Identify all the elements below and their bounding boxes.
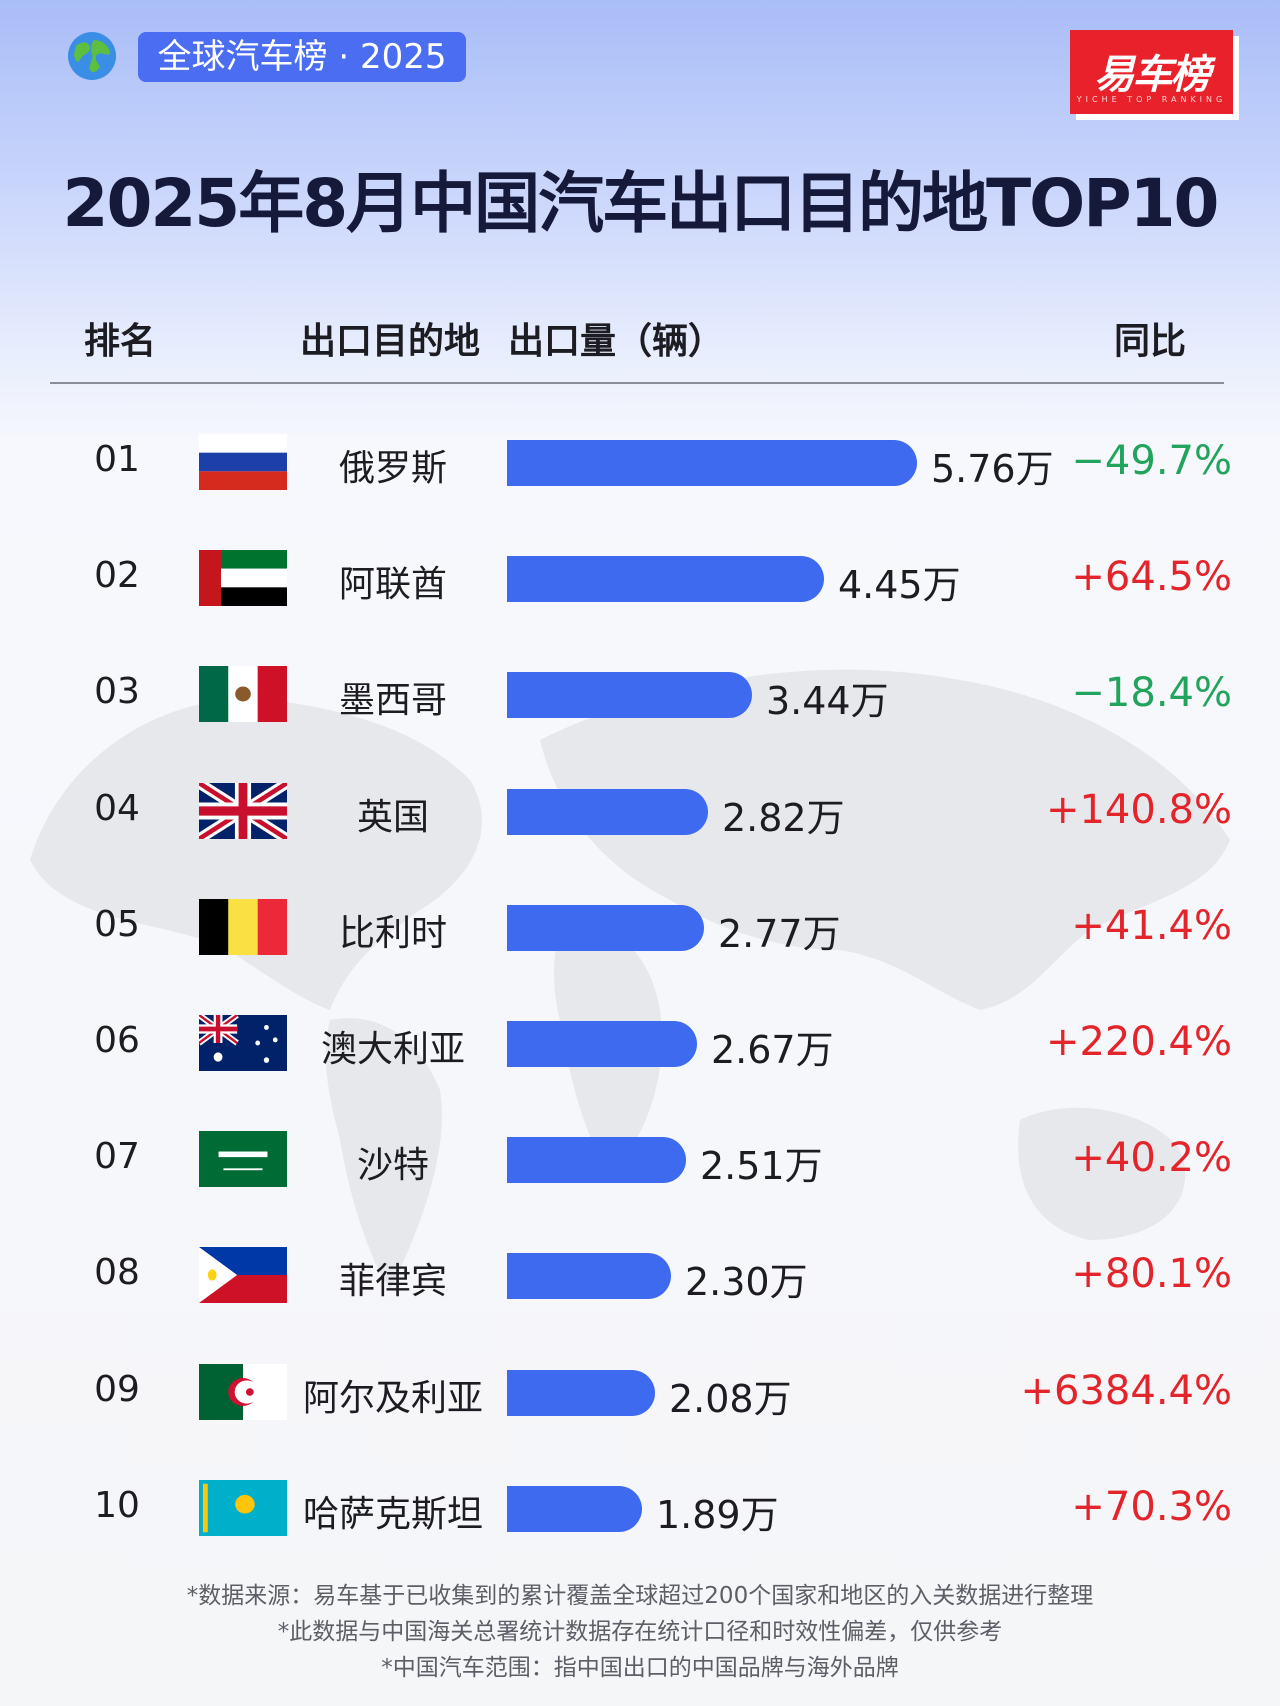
yoy-change: +41.4% bbox=[1071, 903, 1232, 949]
footnote-scope: *中国汽车范围：指中国出口的中国品牌与海外品牌 bbox=[381, 1655, 899, 1681]
volume-label: 2.30万 bbox=[685, 1260, 808, 1304]
volume-label: 1.89万 bbox=[656, 1493, 779, 1537]
country-name: 阿尔及利亚 bbox=[302, 1378, 483, 1419]
volume-bar bbox=[507, 1137, 686, 1183]
uae-flag-icon bbox=[199, 550, 287, 606]
volume-bar bbox=[507, 1486, 642, 1532]
yoy-change: −18.4% bbox=[1071, 670, 1232, 716]
country-name: 俄罗斯 bbox=[338, 448, 447, 489]
country-name: 比利时 bbox=[338, 913, 447, 954]
australia-flag-icon bbox=[197, 1012, 287, 1071]
yoy-change: +140.8% bbox=[1045, 787, 1232, 833]
footnote-source: *数据来源：易车基于已收集到的累计覆盖全球超过200个国家和地区的入关数据进行整… bbox=[186, 1583, 1094, 1609]
volume-label: 2.77万 bbox=[718, 912, 841, 956]
page-title: 2025年8月中国汽车出口目的地TOP10 bbox=[62, 165, 1220, 242]
volume-label: 2.82万 bbox=[722, 796, 845, 840]
rank-number: 03 bbox=[94, 671, 140, 712]
volume-label: 3.44万 bbox=[766, 679, 889, 723]
yoy-change: +64.5% bbox=[1071, 554, 1232, 600]
rank-number: 09 bbox=[94, 1369, 140, 1410]
rank-number: 06 bbox=[94, 1020, 140, 1061]
volume-bar bbox=[507, 1021, 697, 1067]
logo-text: 易车榜 bbox=[1094, 52, 1211, 98]
volume-bar bbox=[507, 440, 917, 486]
category-tag: 全球汽车榜 · 2025 bbox=[138, 32, 466, 82]
country-name: 英国 bbox=[356, 797, 429, 838]
philippines-flag-icon bbox=[199, 1247, 287, 1303]
yoy-change: +80.1% bbox=[1071, 1251, 1232, 1297]
yoy-change: +220.4% bbox=[1045, 1019, 1232, 1065]
yoy-change: +6384.4% bbox=[1020, 1368, 1232, 1414]
rank-number: 01 bbox=[94, 439, 140, 480]
volume-label: 5.76万 bbox=[931, 447, 1054, 491]
volume-label: 2.51万 bbox=[700, 1144, 823, 1188]
column-header-rank: 排名 bbox=[84, 321, 157, 362]
brand-logo: 易车榜 YICHE TOP RANKING bbox=[1070, 30, 1233, 114]
country-name: 沙特 bbox=[356, 1145, 429, 1186]
volume-bar bbox=[507, 905, 704, 951]
rank-number: 10 bbox=[94, 1485, 140, 1526]
column-header-destination: 出口目的地 bbox=[300, 321, 481, 362]
kazakhstan-flag-icon bbox=[199, 1480, 287, 1536]
russia-flag-icon bbox=[199, 434, 287, 490]
volume-label: 2.08万 bbox=[669, 1377, 792, 1421]
rank-number: 02 bbox=[94, 555, 140, 596]
globe-icon bbox=[68, 32, 116, 80]
rank-number: 04 bbox=[94, 788, 140, 829]
rank-number: 07 bbox=[94, 1136, 140, 1177]
yoy-change: +40.2% bbox=[1071, 1135, 1232, 1181]
logo-subtext: YICHE TOP RANKING bbox=[1076, 95, 1227, 104]
algeria-flag-icon bbox=[199, 1364, 287, 1420]
yoy-change: +70.3% bbox=[1071, 1484, 1232, 1530]
belgium-flag-icon bbox=[199, 899, 287, 955]
rank-number: 05 bbox=[94, 904, 140, 945]
country-name: 哈萨克斯坦 bbox=[302, 1494, 483, 1535]
volume-bar bbox=[507, 1253, 671, 1299]
column-header-volume: 出口量（辆） bbox=[508, 321, 725, 362]
country-name: 菲律宾 bbox=[338, 1261, 447, 1302]
volume-bar bbox=[507, 1370, 655, 1416]
volume-bar bbox=[507, 672, 752, 718]
mexico-flag-icon bbox=[199, 666, 287, 722]
volume-label: 2.67万 bbox=[711, 1028, 834, 1072]
volume-label: 4.45万 bbox=[838, 563, 961, 607]
yoy-change: −49.7% bbox=[1071, 438, 1232, 484]
country-name: 墨西哥 bbox=[338, 680, 447, 721]
saudi-flag-icon bbox=[199, 1131, 287, 1187]
volume-bar bbox=[507, 789, 708, 835]
header-divider bbox=[50, 382, 1224, 384]
volume-bar bbox=[507, 556, 824, 602]
rank-number: 08 bbox=[94, 1252, 140, 1293]
uk-flag-icon bbox=[196, 778, 290, 844]
footnote-disclaimer: *此数据与中国海关总署统计数据存在统计口径和时效性偏差，仅供参考 bbox=[277, 1619, 1003, 1645]
column-header-yoy: 同比 bbox=[1114, 321, 1187, 362]
country-name: 阿联酋 bbox=[338, 564, 447, 605]
country-name: 澳大利亚 bbox=[320, 1029, 465, 1070]
